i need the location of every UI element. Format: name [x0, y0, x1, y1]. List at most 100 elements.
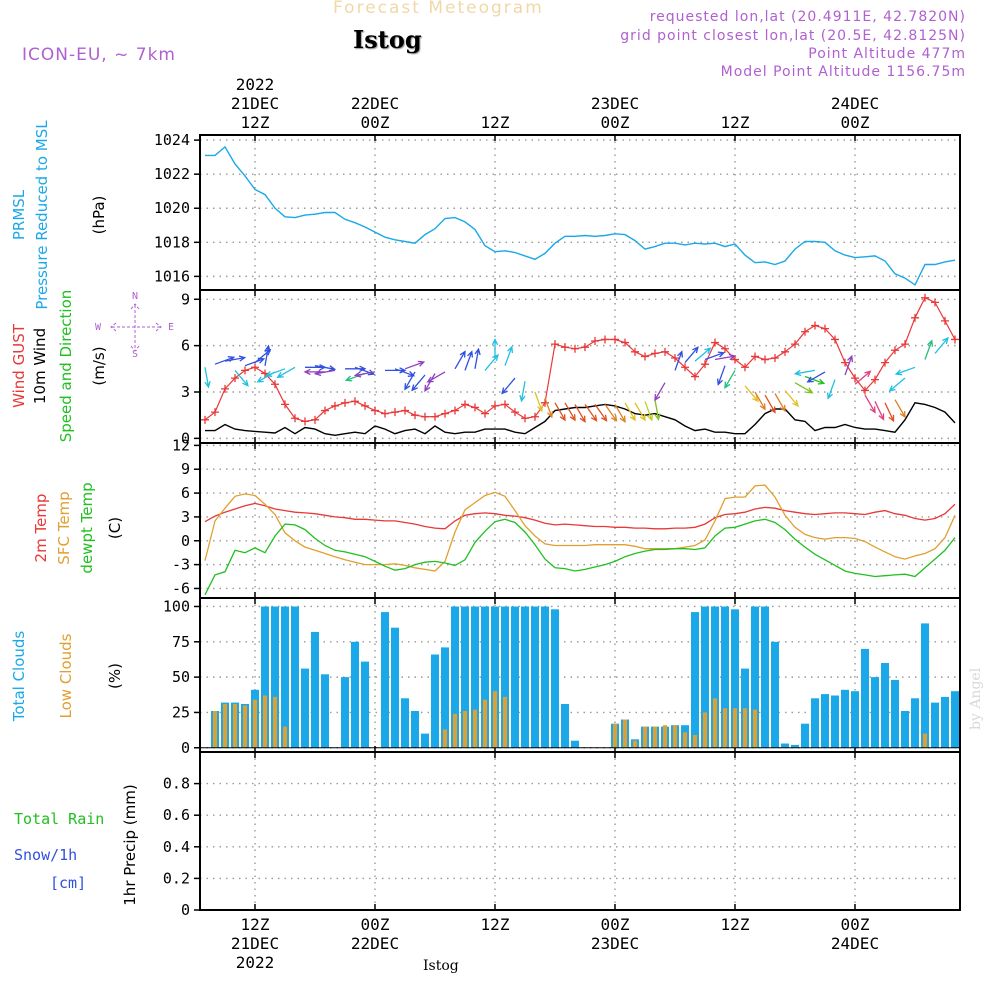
gust-marker: [451, 406, 459, 415]
y-tick-label: 0: [181, 429, 190, 447]
compass-e: E: [168, 322, 174, 333]
wind-direction-arrow: [724, 370, 736, 389]
gust-marker: [501, 400, 509, 409]
low-cloud-bar: [243, 705, 247, 748]
temperature-axis-label: SFC Temp: [55, 491, 73, 564]
wind-direction-arrow: [694, 347, 712, 362]
total-cloud-bar: [431, 654, 439, 748]
total-cloud-bar: [441, 647, 449, 748]
total-cloud-bar: [461, 606, 469, 748]
total-cloud-bar: [501, 606, 509, 748]
wind-direction-arrow: [716, 365, 726, 386]
compass-w: W: [95, 322, 102, 333]
precip-axis-label: 1hr Precip (mm): [121, 784, 139, 905]
bottom-time-label: 12Z: [481, 915, 510, 934]
low-cloud-bar: [923, 733, 927, 748]
wind-direction-arrow: [874, 401, 885, 421]
top-time-label: 23DEC: [591, 94, 639, 113]
wind-direction-arrow: [924, 339, 934, 360]
total-cloud-bar: [541, 606, 549, 748]
temperature-frame: [199, 442, 961, 599]
top-time-label: 00Z: [361, 113, 390, 132]
low-cloud-bar: [643, 726, 647, 748]
gust-marker: [421, 412, 429, 421]
wind-direction-arrow: [864, 394, 876, 414]
total-cloud-bar: [351, 641, 359, 748]
low-cloud-bar: [213, 711, 217, 748]
total-cloud-bar: [511, 606, 519, 748]
gust-marker: [491, 401, 499, 410]
footer-station: Istog: [423, 958, 459, 974]
gust-marker: [791, 340, 799, 349]
low-cloud-bar: [653, 726, 657, 748]
low-cloud-bar: [453, 713, 457, 748]
wind-direction-arrow: [894, 399, 906, 419]
gust-marker: [901, 340, 909, 349]
total-cloud-bar: [561, 704, 569, 748]
low-cloud-bar: [623, 719, 627, 748]
clouds-axis-label: Total Clouds: [10, 631, 28, 723]
gust-marker: [211, 408, 219, 417]
point-altitude: Point Altitude 477m: [808, 46, 966, 62]
model-name: ICON-EU, ~ 7km: [22, 45, 176, 65]
gust-marker: [311, 415, 319, 424]
y-tick-label: 6: [181, 484, 190, 502]
gust-marker: [551, 340, 559, 349]
wind-direction-arrow: [614, 404, 626, 423]
wind-direction-arrow: [411, 374, 426, 392]
wind-direction-arrow: [491, 338, 499, 360]
model-point-altitude: Model Point Altitude 1156.75m: [720, 64, 966, 80]
wind-direction-arrow: [345, 365, 367, 372]
wind-direction-arrow: [534, 391, 544, 413]
gust-marker: [721, 344, 729, 353]
wind-axis-label: Wind GUST: [10, 323, 28, 408]
total-cloud-bar: [531, 606, 539, 748]
wind-direction-arrow: [674, 350, 684, 371]
gust-marker: [441, 409, 449, 418]
chart-title: Forecast Meteogram: [333, 0, 544, 18]
top-time-label: 12Z: [481, 113, 510, 132]
gust-marker: [201, 415, 209, 424]
gust-marker: [681, 363, 689, 372]
gust-marker: [581, 343, 589, 352]
top-time-label: 21DEC: [231, 94, 279, 113]
low-cloud-bar: [743, 708, 747, 748]
wind-direction-arrow: [584, 404, 598, 422]
clouds-axis-label: Low Clouds: [57, 633, 75, 718]
total-cloud-bar: [311, 631, 319, 748]
wind-direction-arrow: [264, 344, 271, 366]
wind-axis-label: Speed and Direction: [57, 290, 75, 443]
wind-direction-arrow: [654, 382, 666, 402]
y-tick-label: -3: [172, 556, 190, 574]
top-time-label: 12Z: [241, 113, 270, 132]
wind-direction-arrow: [826, 379, 836, 400]
gust-marker: [431, 412, 439, 421]
bottom-time-label: 23DEC: [591, 934, 639, 953]
total-cloud-bar: [281, 606, 289, 748]
wind-direction-arrow: [224, 355, 247, 362]
pressure-panel: 1016 1018 1020 1022 1024: [154, 131, 961, 291]
gust-marker: [801, 327, 809, 336]
total-cloud-bar: [261, 606, 269, 748]
gust-marker: [251, 363, 259, 372]
wind-direction-arrow: [654, 399, 661, 421]
gust-marker: [891, 346, 899, 355]
wind-direction-arrow: [454, 350, 466, 370]
snow-unit-label: [cm]: [50, 874, 86, 892]
total-cloud-bar: [811, 698, 819, 748]
wind-direction-arrow: [644, 401, 654, 422]
gust-marker: [831, 335, 839, 344]
gust-marker: [591, 337, 599, 345]
y-tick-label: 0.2: [163, 869, 190, 887]
gust-marker: [541, 398, 549, 407]
gust-marker: [811, 321, 819, 330]
total-cloud-bar: [761, 606, 769, 748]
wind-direction-arrow: [793, 369, 816, 377]
total-cloud-bar: [271, 606, 279, 748]
wind-direction-arrow: [564, 402, 576, 422]
top-time-label: 12Z: [721, 113, 750, 132]
temperature-axis-label: (C): [106, 517, 124, 539]
wind-direction-arrow: [784, 390, 799, 407]
wind-direction-arrow: [504, 345, 514, 366]
total-cloud-bar: [691, 612, 699, 748]
